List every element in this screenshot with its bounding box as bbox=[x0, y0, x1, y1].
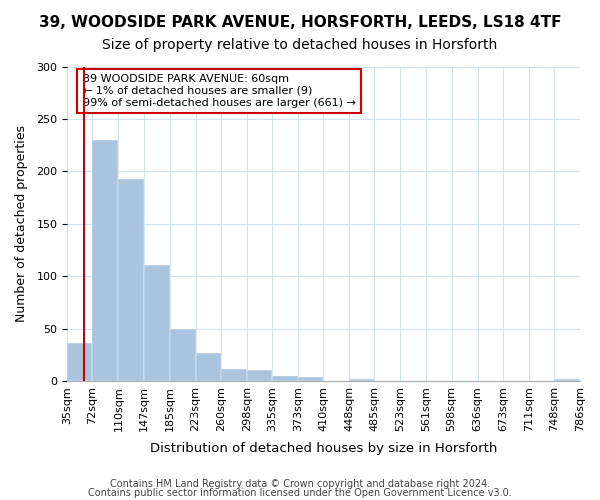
Bar bbox=[143, 264, 170, 381]
X-axis label: Distribution of detached houses by size in Horsforth: Distribution of detached houses by size … bbox=[150, 442, 497, 455]
Text: 39, WOODSIDE PARK AVENUE, HORSFORTH, LEEDS, LS18 4TF: 39, WOODSIDE PARK AVENUE, HORSFORTH, LEE… bbox=[39, 15, 561, 30]
Bar bbox=[247, 370, 272, 381]
Text: Size of property relative to detached houses in Horsforth: Size of property relative to detached ho… bbox=[103, 38, 497, 52]
Bar bbox=[170, 328, 196, 381]
Bar bbox=[221, 370, 247, 381]
Bar bbox=[554, 379, 580, 381]
Bar bbox=[92, 140, 118, 381]
Text: Contains HM Land Registry data © Crown copyright and database right 2024.: Contains HM Land Registry data © Crown c… bbox=[110, 479, 490, 489]
Bar bbox=[196, 352, 221, 381]
Bar bbox=[118, 178, 143, 381]
Text: 39 WOODSIDE PARK AVENUE: 60sqm
← 1% of detached houses are smaller (9)
99% of se: 39 WOODSIDE PARK AVENUE: 60sqm ← 1% of d… bbox=[83, 74, 355, 108]
Bar bbox=[272, 376, 298, 381]
Y-axis label: Number of detached properties: Number of detached properties bbox=[15, 125, 28, 322]
Bar bbox=[298, 376, 323, 381]
Text: Contains public sector information licensed under the Open Government Licence v3: Contains public sector information licen… bbox=[88, 488, 512, 498]
Bar bbox=[349, 379, 374, 381]
Bar bbox=[67, 343, 92, 381]
